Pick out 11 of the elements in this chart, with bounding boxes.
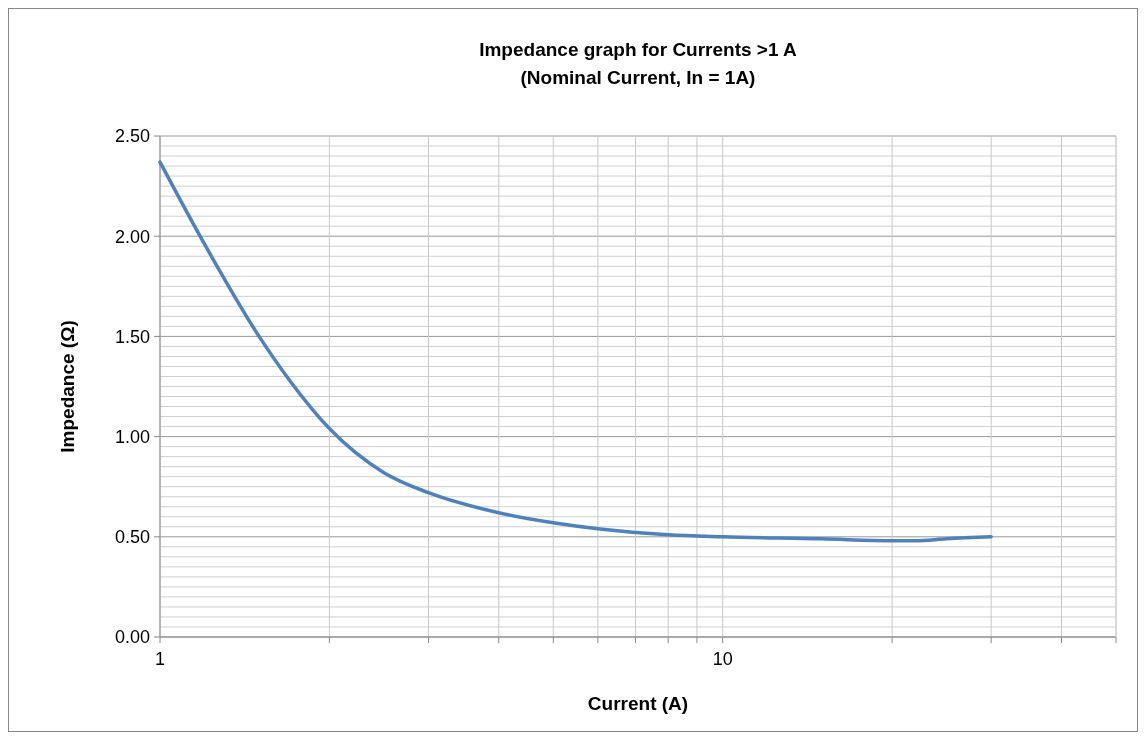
x-tick-label: 1	[154, 649, 166, 669]
y-tick-label: 1.50	[114, 326, 150, 347]
y-tick-label: 1.00	[114, 426, 150, 447]
y-tick-label: 0.00	[114, 627, 150, 648]
chart-title: Impedance graph for Currents >1 A (Nominal Current, In = 1A)	[479, 39, 798, 88]
x-axis-title: Current (A)	[587, 693, 689, 714]
y-tick-label: 2.50	[114, 126, 150, 147]
x-tick-label: 10	[712, 649, 733, 669]
y-tick-label: 2.00	[114, 226, 150, 247]
y-tick-label: 0.50	[114, 527, 150, 548]
y-axis-title: Impedance (Ω)	[57, 320, 78, 453]
